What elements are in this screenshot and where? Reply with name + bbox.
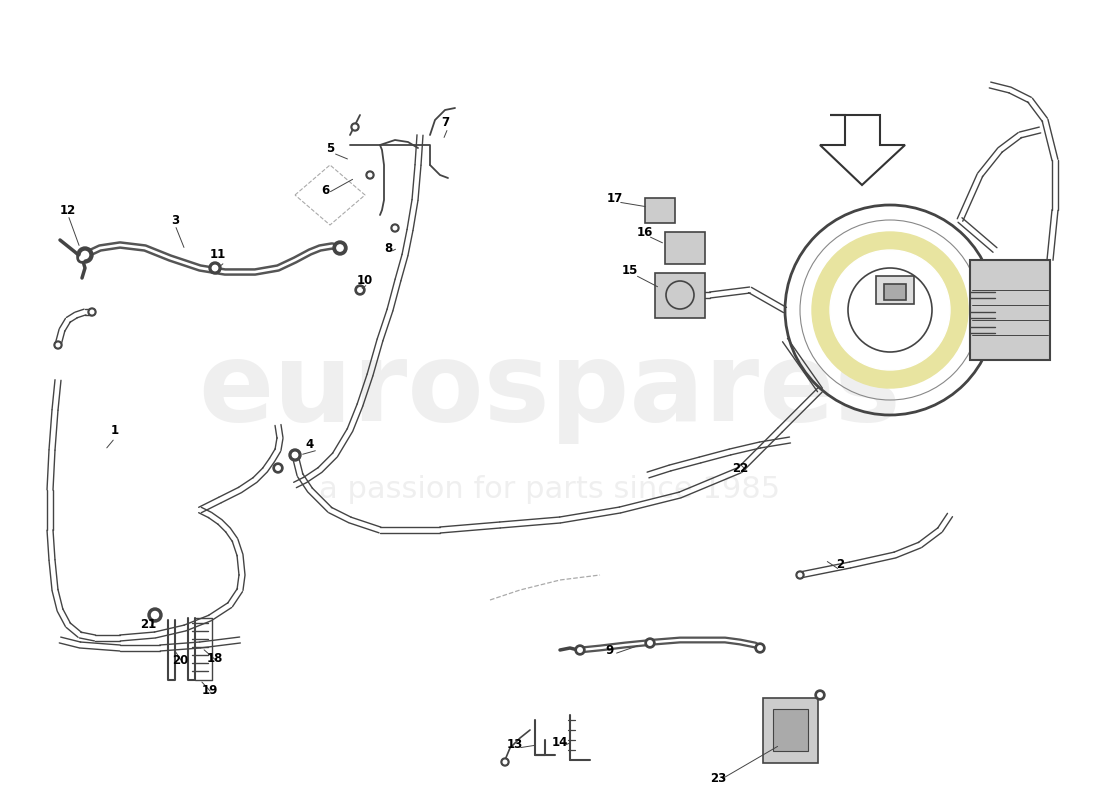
Text: 20: 20 — [172, 654, 188, 666]
Text: 2: 2 — [836, 558, 844, 571]
Circle shape — [796, 571, 804, 579]
Text: 8: 8 — [384, 242, 392, 254]
Text: eurospares: eurospares — [199, 337, 901, 443]
Text: 21: 21 — [140, 618, 156, 631]
Circle shape — [152, 611, 158, 618]
Text: 13: 13 — [507, 738, 524, 751]
Circle shape — [212, 266, 218, 270]
Circle shape — [815, 690, 825, 700]
Text: 4: 4 — [306, 438, 315, 451]
Circle shape — [355, 285, 365, 295]
Bar — [654, 273, 705, 318]
Circle shape — [293, 452, 298, 458]
Circle shape — [393, 226, 397, 230]
Text: 19: 19 — [201, 683, 218, 697]
Text: 10: 10 — [356, 274, 373, 286]
Text: 12: 12 — [59, 203, 76, 217]
Text: 7: 7 — [441, 117, 449, 130]
Circle shape — [503, 760, 507, 764]
Circle shape — [353, 126, 356, 129]
Circle shape — [390, 224, 399, 232]
Bar — [772, 709, 807, 751]
Circle shape — [333, 241, 346, 255]
Circle shape — [755, 643, 764, 653]
Circle shape — [79, 256, 85, 260]
Circle shape — [337, 245, 343, 251]
Bar — [970, 260, 1050, 360]
Circle shape — [366, 171, 374, 179]
Text: 17: 17 — [607, 191, 623, 205]
Circle shape — [77, 247, 94, 263]
Text: 22: 22 — [732, 462, 748, 474]
Circle shape — [758, 646, 762, 650]
Bar — [884, 284, 906, 300]
Circle shape — [54, 341, 62, 349]
Text: 15: 15 — [621, 263, 638, 277]
Circle shape — [500, 758, 509, 766]
Text: 14: 14 — [552, 737, 569, 750]
Text: 5: 5 — [326, 142, 334, 154]
Circle shape — [812, 232, 968, 388]
Circle shape — [799, 573, 802, 577]
Circle shape — [88, 308, 96, 316]
Text: 11: 11 — [210, 249, 227, 262]
Bar — [645, 198, 675, 222]
Circle shape — [90, 310, 94, 314]
Text: 3: 3 — [170, 214, 179, 226]
Bar — [762, 698, 817, 762]
Text: 18: 18 — [207, 651, 223, 665]
Circle shape — [575, 645, 585, 655]
Text: 23: 23 — [710, 771, 726, 785]
Circle shape — [358, 288, 362, 292]
Circle shape — [276, 466, 280, 470]
Text: 6: 6 — [321, 183, 329, 197]
Circle shape — [148, 608, 162, 622]
Bar — [666, 232, 705, 264]
Text: 1: 1 — [111, 423, 119, 437]
Circle shape — [56, 343, 59, 347]
Circle shape — [273, 463, 283, 473]
Circle shape — [368, 174, 372, 177]
Circle shape — [289, 449, 301, 461]
Circle shape — [648, 641, 652, 646]
Text: a passion for parts since 1985: a passion for parts since 1985 — [319, 475, 781, 505]
Circle shape — [830, 250, 950, 370]
Circle shape — [817, 693, 823, 698]
Circle shape — [351, 123, 359, 131]
Circle shape — [578, 648, 582, 652]
Circle shape — [81, 251, 89, 258]
Bar — [876, 276, 914, 304]
Text: 16: 16 — [637, 226, 653, 238]
Circle shape — [645, 638, 654, 648]
Circle shape — [209, 262, 221, 274]
Text: 9: 9 — [606, 643, 614, 657]
Circle shape — [77, 253, 87, 263]
